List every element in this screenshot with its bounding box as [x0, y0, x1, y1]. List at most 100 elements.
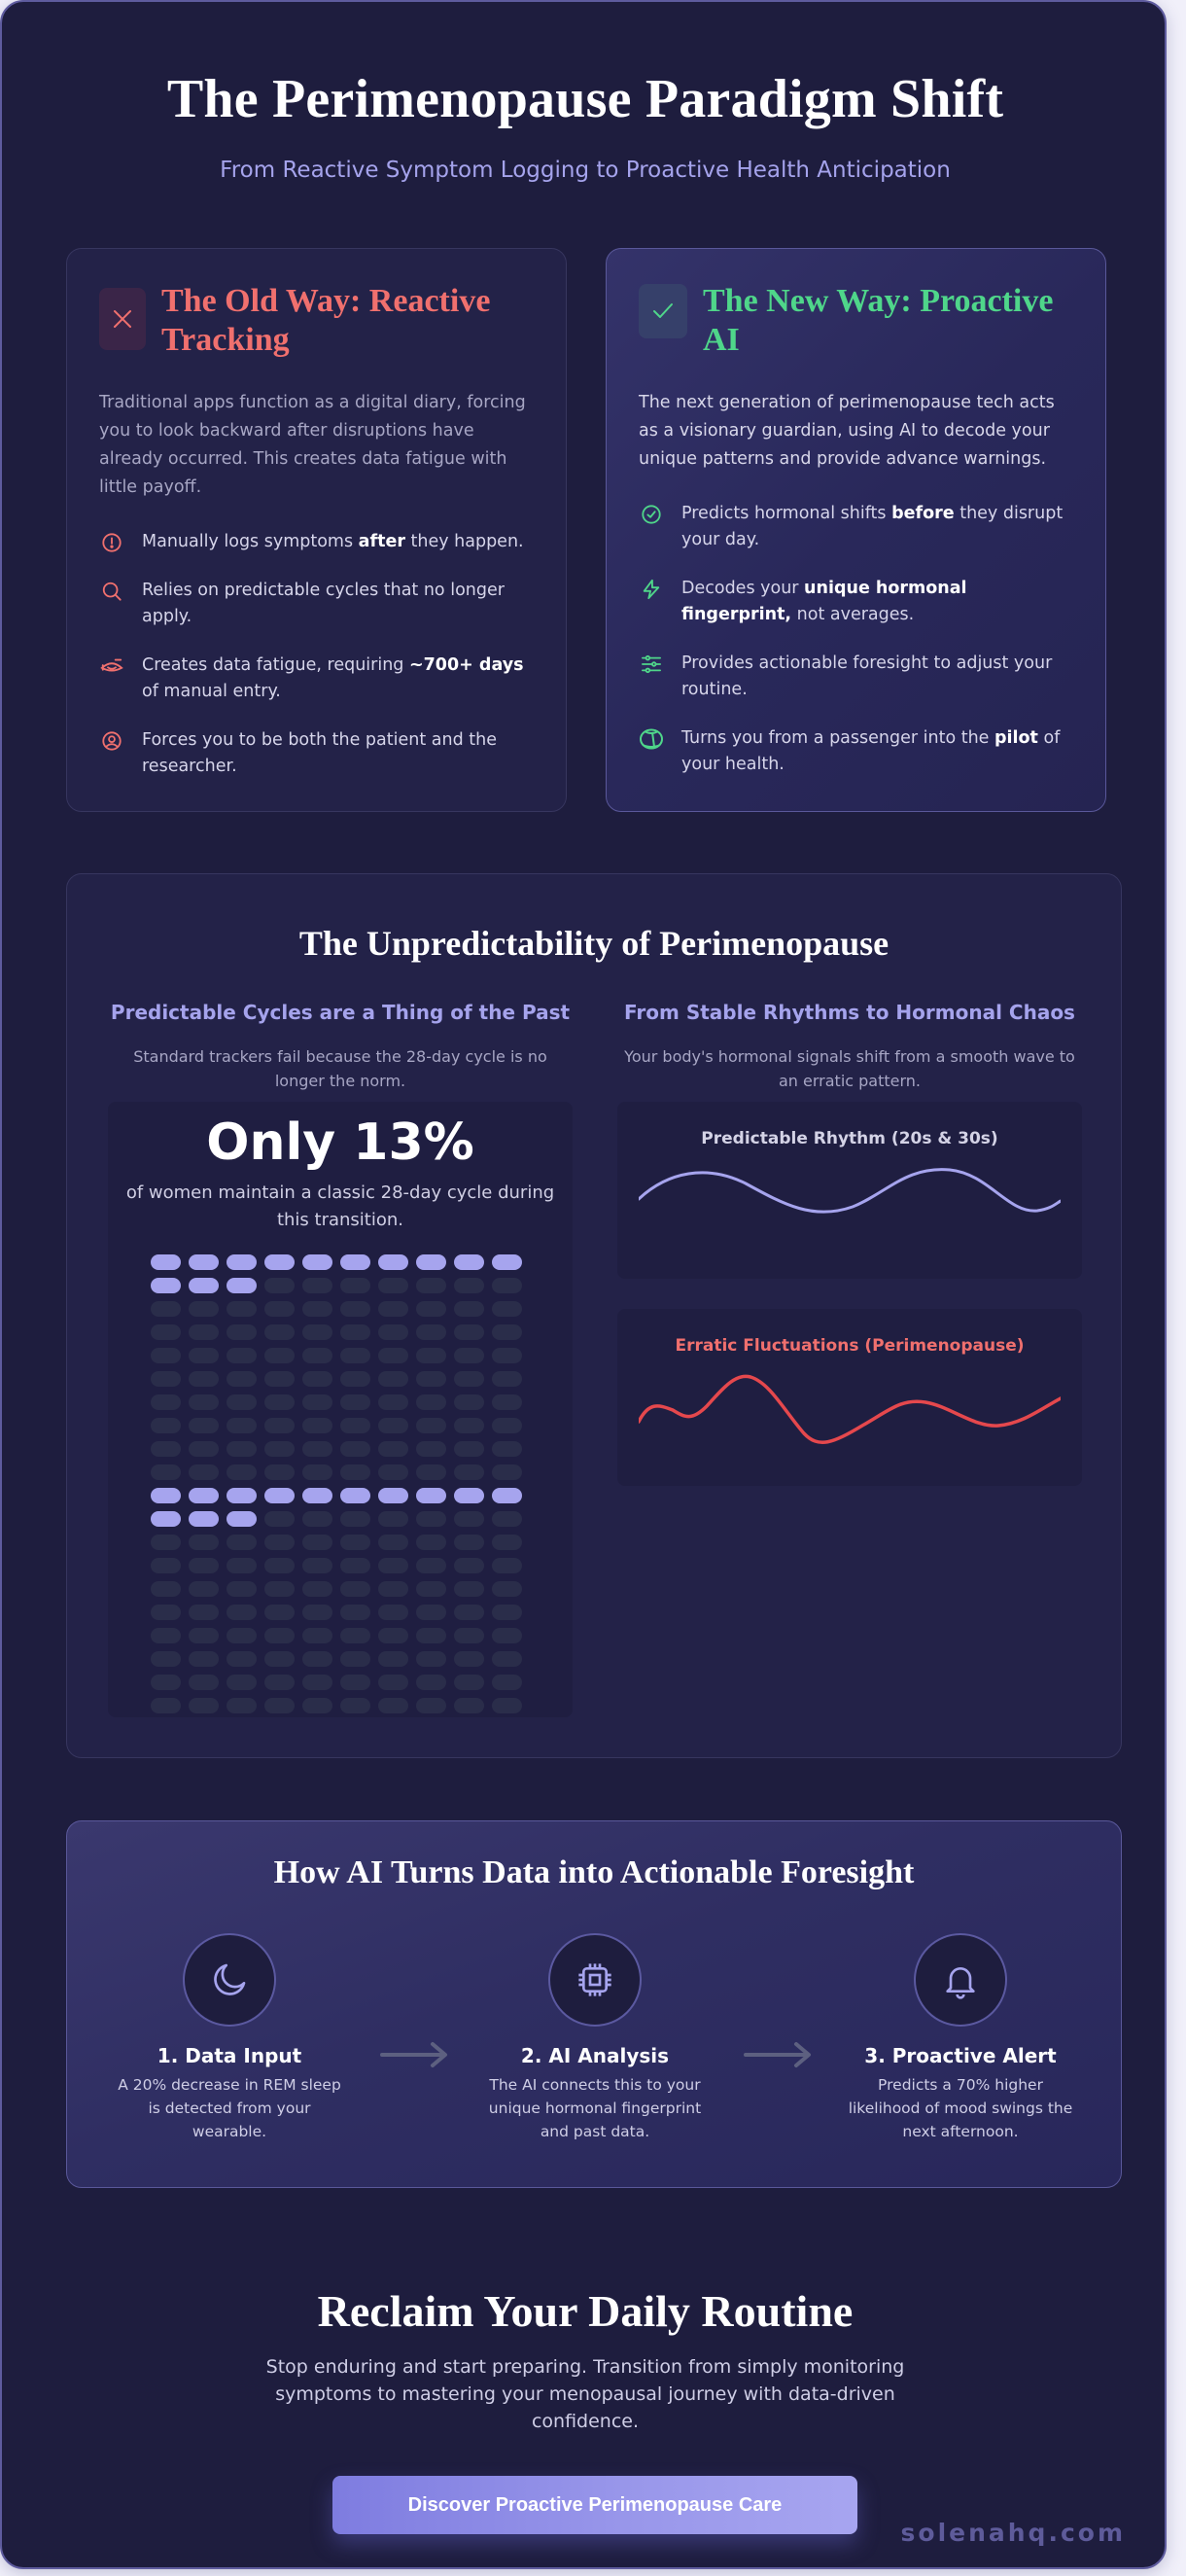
- waffle-cell-empty: [378, 1581, 408, 1597]
- waffle-cell-empty: [264, 1558, 295, 1573]
- waffle-cell-empty: [227, 1675, 257, 1690]
- waffle-cell-filled: [264, 1254, 295, 1270]
- waffle-cell-empty: [151, 1558, 181, 1573]
- waffle-cell-empty: [151, 1301, 181, 1317]
- x-icon: [99, 288, 146, 350]
- waffle-cell-empty: [378, 1394, 408, 1410]
- waffle-cell-empty: [264, 1535, 295, 1550]
- waffle-cell-empty: [151, 1675, 181, 1690]
- unpredictability-section: The Unpredictability of Perimenopause Pr…: [66, 873, 1122, 1758]
- waffle-cell-filled: [227, 1488, 257, 1503]
- waffle-cell-empty: [302, 1301, 332, 1317]
- waffle-group: [151, 1488, 530, 1713]
- page-title: The Perimenopause Paradigm Shift: [166, 69, 1004, 129]
- waffle-cell-empty: [454, 1278, 484, 1293]
- waffle-cell-empty: [492, 1348, 522, 1363]
- waffle-cell-empty: [454, 1675, 484, 1690]
- waffle-chart: [151, 1254, 530, 1721]
- waffle-cell-empty: [227, 1464, 257, 1480]
- waffle-cell-empty: [227, 1535, 257, 1550]
- waffle-cell-empty: [189, 1581, 219, 1597]
- waffle-cell-filled: [227, 1278, 257, 1293]
- waffle-cell-empty: [340, 1675, 370, 1690]
- waffle-cell-empty: [189, 1394, 219, 1410]
- waffle-cell-empty: [189, 1464, 219, 1480]
- waffle-cell-filled: [227, 1511, 257, 1527]
- waffle-cell-filled: [302, 1254, 332, 1270]
- waffle-cell-empty: [492, 1464, 522, 1480]
- waffle-cell-empty: [416, 1698, 446, 1713]
- step-data-input: 1. Data Input A 20% decrease in REM slee…: [108, 1933, 351, 2143]
- waffle-cell-empty: [302, 1675, 332, 1690]
- arrow-right-icon: [744, 2042, 811, 2067]
- check-icon: [639, 284, 687, 338]
- waffle-cell-empty: [378, 1301, 408, 1317]
- waffle-cell-empty: [151, 1605, 181, 1620]
- eye-off-tired-icon: [99, 653, 124, 679]
- waffle-cell-empty: [454, 1394, 484, 1410]
- waffle-cell-empty: [151, 1651, 181, 1667]
- waffle-cell-empty: [454, 1558, 484, 1573]
- waffle-cell-empty: [378, 1535, 408, 1550]
- waffle-cell-empty: [454, 1324, 484, 1340]
- waffle-cell-empty: [340, 1441, 370, 1457]
- waffle-cell-empty: [378, 1511, 408, 1527]
- waffle-cell-filled: [416, 1254, 446, 1270]
- waffle-cell-empty: [302, 1511, 332, 1527]
- waffle-cell-empty: [492, 1581, 522, 1597]
- waffle-cell-empty: [151, 1371, 181, 1387]
- waffle-cell-empty: [416, 1535, 446, 1550]
- waffle-cell-empty: [264, 1698, 295, 1713]
- waffle-cell-empty: [340, 1324, 370, 1340]
- waffle-cell-empty: [227, 1651, 257, 1667]
- old-way-description: Traditional apps function as a digital d…: [99, 393, 526, 497]
- waffle-cell-empty: [492, 1675, 522, 1690]
- step-ai-analysis: 2. AI Analysis The AI connects this to y…: [473, 1933, 716, 2143]
- waffle-cell-empty: [454, 1581, 484, 1597]
- waffle-cell-empty: [227, 1301, 257, 1317]
- waffle-cell-empty: [227, 1394, 257, 1410]
- lightning-icon: [639, 576, 664, 602]
- waffle-cell-empty: [227, 1441, 257, 1457]
- arrow-right-icon: [380, 2042, 447, 2067]
- waffle-cell-empty: [227, 1418, 257, 1433]
- waffle-cell-empty: [264, 1675, 295, 1690]
- new-way-item: Decodes your unique hormonal fingerprint…: [639, 576, 1073, 628]
- waffle-cell-empty: [227, 1558, 257, 1573]
- discover-care-button[interactable]: Discover Proactive Perimenopause Care: [332, 2476, 857, 2534]
- waffle-cell-empty: [151, 1348, 181, 1363]
- waffle-cell-empty: [492, 1698, 522, 1713]
- waffle-cell-empty: [151, 1464, 181, 1480]
- waffle-cell-empty: [189, 1628, 219, 1643]
- waffle-cell-empty: [454, 1511, 484, 1527]
- waffle-cell-empty: [189, 1698, 219, 1713]
- waffle-cell-empty: [264, 1278, 295, 1293]
- waffle-cell-empty: [189, 1324, 219, 1340]
- bell-icon: [914, 1933, 1007, 2027]
- waffle-cell-filled: [227, 1254, 257, 1270]
- waffle-cell-empty: [416, 1394, 446, 1410]
- waffle-cell-empty: [302, 1441, 332, 1457]
- waffle-cell-empty: [454, 1651, 484, 1667]
- waffle-cell-empty: [416, 1348, 446, 1363]
- waffle-cell-empty: [264, 1464, 295, 1480]
- waffle-cell-filled: [264, 1488, 295, 1503]
- waffle-cell-empty: [227, 1581, 257, 1597]
- waffle-cell-filled: [302, 1488, 332, 1503]
- stat-card: Only 13% of women maintain a classic 28-…: [108, 1102, 573, 1717]
- right-column-heading: From Stable Rhythms to Hormonal Chaos: [624, 1001, 1075, 1024]
- waffle-cell-filled: [416, 1488, 446, 1503]
- waffle-cell-empty: [151, 1581, 181, 1597]
- waffle-cell-empty: [340, 1535, 370, 1550]
- waffle-cell-empty: [340, 1371, 370, 1387]
- waffle-cell-empty: [454, 1348, 484, 1363]
- waffle-cell-empty: [340, 1628, 370, 1643]
- waffle-cell-empty: [189, 1558, 219, 1573]
- waffle-cell-empty: [492, 1535, 522, 1550]
- waffle-cell-empty: [189, 1441, 219, 1457]
- waffle-cell-filled: [492, 1488, 522, 1503]
- waffle-cell-empty: [492, 1628, 522, 1643]
- waffle-cell-empty: [492, 1278, 522, 1293]
- waffle-cell-empty: [264, 1348, 295, 1363]
